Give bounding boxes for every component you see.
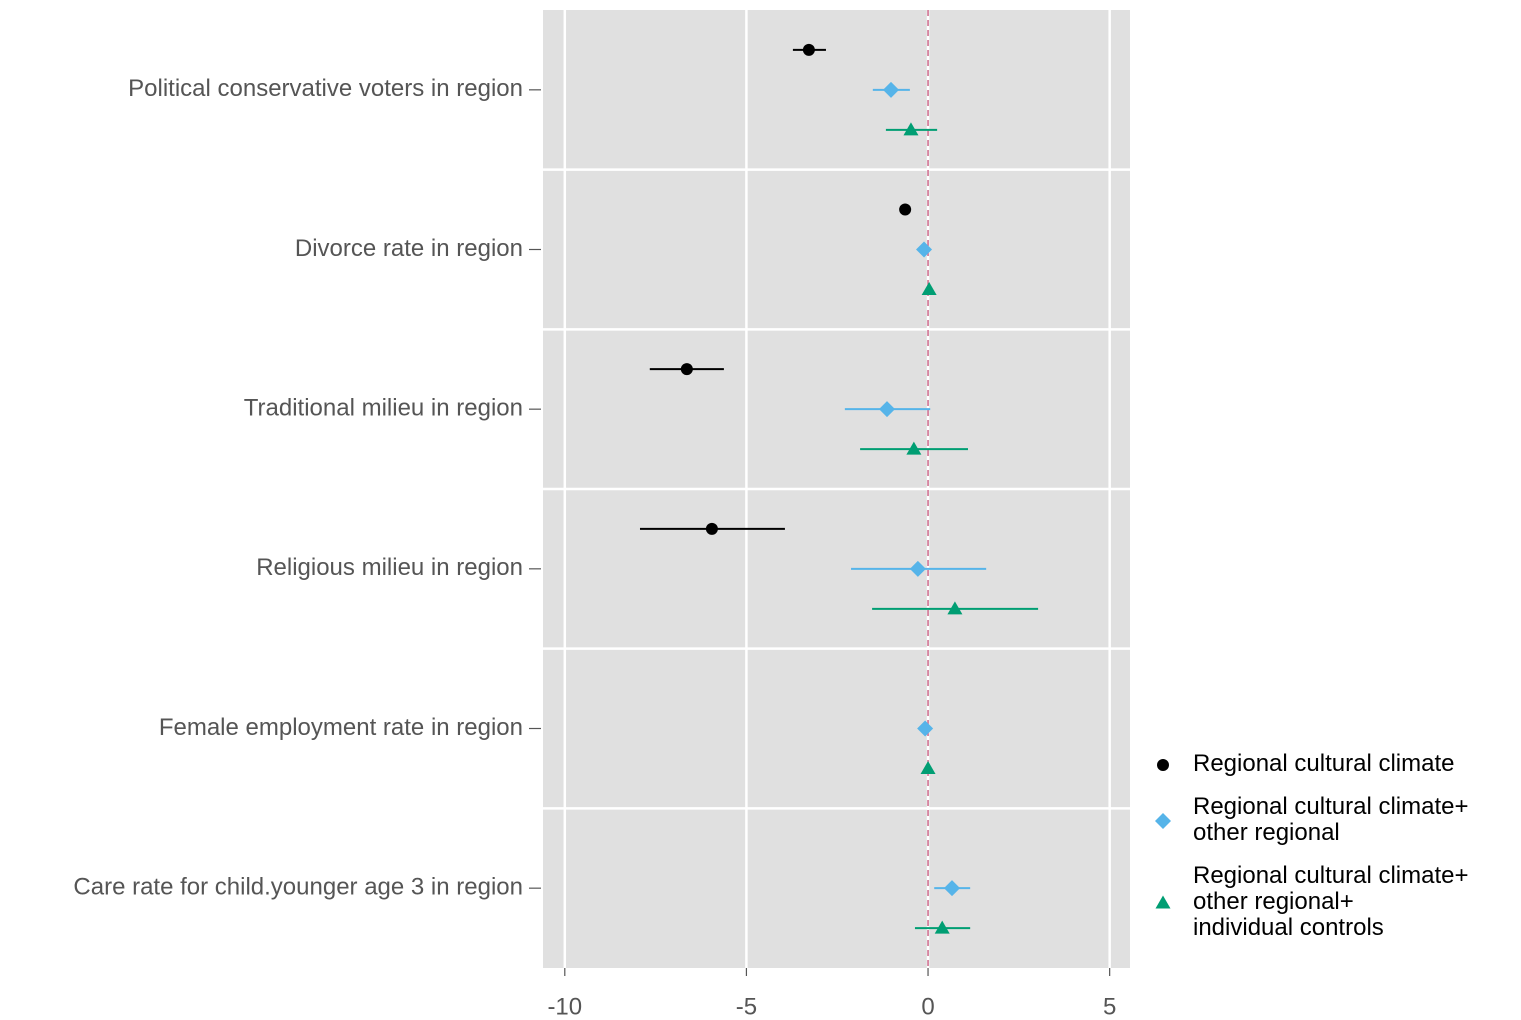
y-tick-label: Female employment rate in region	[159, 714, 523, 741]
point	[921, 282, 937, 295]
point	[882, 81, 899, 98]
legend-item: Regional cultural climate	[1157, 750, 1454, 777]
legend-item: Regional cultural climate+ other regional	[1155, 793, 1468, 846]
x-tick-label: -10	[547, 993, 582, 1020]
point	[1157, 759, 1169, 771]
point	[680, 363, 693, 376]
y-tick-label: Traditional milieu in region	[244, 395, 523, 422]
x-tick-label: 0	[921, 993, 934, 1020]
point	[1155, 895, 1171, 909]
y-tick-label: Care rate for child.younger age 3 in reg…	[73, 874, 523, 901]
point	[906, 441, 922, 455]
point	[705, 522, 718, 535]
point	[916, 241, 933, 258]
point	[1155, 813, 1171, 829]
legend-label: Regional cultural climate	[1193, 750, 1454, 777]
point	[934, 920, 950, 934]
point	[802, 43, 815, 56]
y-tick-label: Religious milieu in region	[256, 554, 523, 581]
point	[909, 560, 926, 577]
point	[903, 122, 919, 136]
point	[917, 720, 934, 737]
y-tick-label: Political conservative voters in region	[128, 75, 523, 102]
legend-label: Regional cultural climate+ other regional	[1193, 793, 1468, 846]
legend-label: Regional cultural climate+ other regional…	[1193, 862, 1468, 941]
x-tick-label: -5	[736, 993, 757, 1020]
x-tick-label: 5	[1103, 993, 1116, 1020]
y-tick-label: Divorce rate in region	[295, 235, 523, 262]
point	[899, 203, 912, 216]
point	[878, 401, 895, 418]
legend-item: Regional cultural climate+ other regional…	[1155, 862, 1468, 941]
point	[947, 601, 963, 615]
point	[944, 880, 961, 897]
point	[920, 761, 936, 774]
